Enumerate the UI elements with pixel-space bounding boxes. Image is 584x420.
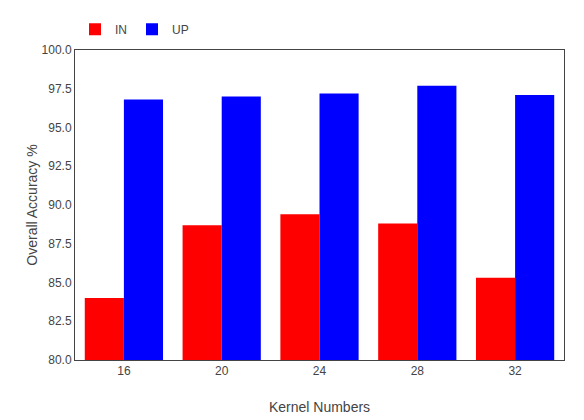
svg-text:20: 20: [215, 364, 229, 378]
svg-text:Overall Accuracy %: Overall Accuracy %: [24, 144, 40, 265]
svg-text:100.0: 100.0: [42, 43, 72, 57]
svg-text:28: 28: [411, 364, 425, 378]
svg-text:82.5: 82.5: [48, 314, 72, 328]
svg-text:95.0: 95.0: [48, 121, 72, 135]
svg-text:16: 16: [117, 364, 131, 378]
svg-text:90.0: 90.0: [48, 198, 72, 212]
svg-text:92.5: 92.5: [48, 159, 72, 173]
svg-text:85.0: 85.0: [48, 276, 72, 290]
svg-text:97.5: 97.5: [48, 82, 72, 96]
svg-text:32: 32: [508, 364, 522, 378]
svg-text:UP: UP: [172, 23, 189, 37]
svg-text:IN: IN: [115, 23, 127, 37]
svg-text:80.0: 80.0: [48, 353, 72, 367]
svg-text:24: 24: [313, 364, 327, 378]
svg-text:87.5: 87.5: [48, 237, 72, 251]
svg-text:Kernel Numbers: Kernel Numbers: [269, 399, 370, 415]
